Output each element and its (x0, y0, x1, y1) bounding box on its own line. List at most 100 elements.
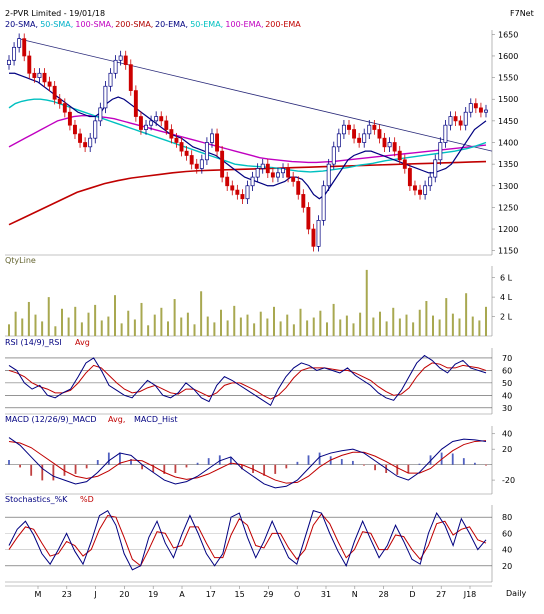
qty-bar (425, 301, 428, 336)
price-panel[interactable]: 1650 1600 1550 1500 1450 1400 1350 1300 1250 1200… (7, 30, 518, 256)
macd-panel[interactable]: 40 20 -20 (5, 430, 515, 489)
qty-bar (365, 269, 368, 336)
x-tick-label: 17 (206, 590, 216, 599)
candle-body (67, 111, 72, 126)
rsi-tick-label: 30 (502, 404, 512, 413)
macd-hist-bar (163, 464, 166, 474)
candle-body (453, 116, 458, 122)
candle-body (377, 129, 382, 139)
candle-body (448, 116, 453, 126)
candle-body (407, 168, 412, 187)
candle-body (128, 64, 133, 91)
candle-body (118, 55, 123, 61)
qty-bar (253, 323, 256, 336)
price-tick-label: 1150 (498, 247, 518, 256)
candle-body (42, 72, 47, 83)
qty-bar (345, 315, 348, 336)
candle-body (347, 124, 351, 130)
price-tick-label: 1350 (498, 160, 518, 169)
stoch-panel-title: Stochastics_%K (5, 495, 68, 504)
x-tick-label: 31 (321, 590, 331, 599)
stoch-tick-label: 80 (502, 513, 512, 522)
candle-body (220, 150, 225, 178)
candle-body (255, 168, 260, 178)
candle-body (52, 85, 57, 100)
candle-body (311, 228, 316, 247)
macd-hist-bar (185, 464, 188, 468)
candle-body (336, 133, 341, 148)
candle-body (133, 90, 138, 117)
qty-bar (332, 303, 335, 336)
legend-item: 100-EMA, (225, 20, 263, 29)
macd-hist-bar (63, 464, 66, 476)
candle-body (418, 189, 422, 195)
stoch-k-line (8, 509, 487, 571)
rsi-panel[interactable]: 70 60 50 40 30 (5, 354, 512, 413)
qty-bar (279, 321, 282, 336)
x-tick-label: 20 (119, 590, 129, 599)
macd-hist-bar (263, 464, 266, 476)
macd-hist-bar (196, 462, 199, 465)
candle-body (484, 109, 488, 113)
candle-body (301, 194, 306, 208)
price-tick-label: 1200 (498, 225, 518, 234)
qty-bar (312, 317, 315, 336)
qty-bar (61, 308, 63, 336)
candle-body (113, 59, 118, 74)
legend-item: 100-SMA, (75, 20, 113, 29)
qty-bar (405, 314, 408, 336)
macd-hist-bar (229, 457, 232, 465)
price-tick-label: 1450 (498, 117, 518, 126)
qty-bar (100, 320, 103, 336)
rsi-tick-label: 70 (502, 354, 512, 363)
qty-bar (193, 324, 196, 336)
x-tick-label: A (179, 590, 185, 599)
candle-body (326, 163, 331, 187)
candle-body (98, 107, 103, 122)
candle-body (149, 120, 154, 126)
rsi-tick-label: 40 (502, 391, 512, 400)
candle-body (296, 181, 301, 195)
macd-hist-bar (296, 461, 299, 465)
qty-bar (27, 301, 30, 336)
qty-bar (239, 317, 242, 336)
candle-body (169, 129, 174, 139)
qty-bar (451, 313, 454, 336)
x-tick-label: J (93, 590, 96, 599)
qty-bar (41, 321, 44, 336)
candle-body (57, 98, 62, 104)
macd-avg-line (8, 440, 487, 484)
x-tick-label: J18 (463, 590, 477, 599)
stoch-panel[interactable]: 80 60 40 20 (5, 509, 512, 571)
candle-body (341, 124, 346, 135)
qty-bar (418, 309, 421, 336)
price-tick-label: 1500 (498, 95, 518, 104)
rsi-avg-title: Avg (75, 338, 90, 347)
candle-body (138, 116, 143, 130)
macd-tick-label: 40 (502, 430, 512, 439)
macd-hist-bar (8, 460, 10, 465)
candle-body (463, 111, 468, 126)
chart-title: 2-PVR Limited - 19/01/18 (5, 9, 105, 18)
macd-line (8, 437, 487, 489)
x-tick-label: 15 (235, 590, 245, 599)
macd-hist-bar (429, 455, 432, 465)
qty-tick-label: 6 L (500, 274, 513, 283)
candle-body (78, 133, 82, 143)
stoch-tick-label: 40 (502, 546, 512, 555)
candle-body (12, 46, 17, 61)
candle-body (215, 133, 220, 152)
qty-bar (206, 316, 209, 336)
qty-panel[interactable]: 6 L 4 L 2 L (8, 269, 513, 336)
qty-bar (147, 325, 150, 336)
candle-body (362, 133, 367, 143)
candle-body (443, 124, 448, 143)
qty-bar (180, 317, 183, 336)
macd-hist-bar (85, 464, 88, 469)
candle-body (235, 189, 240, 195)
macd-hist-bar (174, 464, 177, 473)
qty-bar (379, 311, 381, 336)
candle-body (458, 120, 463, 126)
candle-body (47, 81, 52, 87)
